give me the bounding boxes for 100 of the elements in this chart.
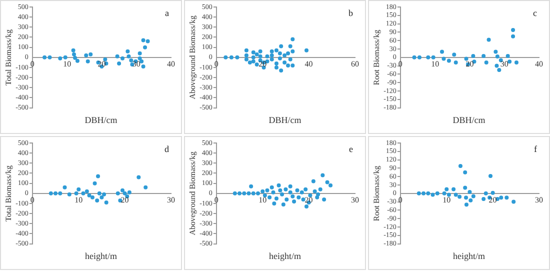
point (116, 191, 120, 196)
point (486, 38, 491, 42)
point (260, 189, 265, 194)
point (514, 60, 518, 64)
y-axis-title: Aboveground Biomass/kg (188, 16, 197, 100)
point (120, 56, 124, 60)
point (300, 190, 304, 194)
point (328, 183, 333, 188)
point (229, 55, 234, 60)
point (279, 44, 284, 48)
point (490, 190, 495, 195)
point (67, 192, 72, 196)
point (127, 190, 132, 194)
point (458, 194, 462, 199)
point (84, 53, 88, 58)
point (58, 191, 62, 196)
point (115, 54, 120, 58)
point (452, 187, 456, 192)
y-axis-title: Total Biomass/kg (4, 165, 13, 222)
x-tick-label: 40 (167, 59, 175, 68)
point (96, 174, 100, 178)
point (276, 183, 281, 188)
point (416, 191, 421, 196)
point (274, 61, 278, 66)
point (278, 188, 282, 192)
point (430, 192, 435, 197)
point (412, 55, 416, 60)
point (71, 48, 76, 52)
point (442, 56, 446, 61)
point (122, 191, 127, 196)
point (435, 191, 440, 196)
x-tick-label: 10 (63, 59, 72, 68)
point (431, 55, 436, 60)
point (92, 181, 97, 186)
point (284, 187, 288, 192)
point (238, 191, 242, 196)
point (251, 50, 256, 54)
point (468, 198, 473, 202)
point (63, 55, 68, 60)
point (304, 187, 308, 192)
point (471, 194, 476, 198)
x-tick-label: 30 (167, 195, 175, 204)
point (265, 54, 270, 58)
point (258, 54, 262, 58)
point (42, 55, 47, 60)
point (508, 60, 512, 64)
point (144, 185, 148, 190)
point (290, 63, 295, 68)
point (271, 190, 276, 194)
x-axis-title: height/m (268, 251, 302, 261)
point (265, 188, 270, 192)
point (62, 185, 67, 190)
point (499, 196, 504, 200)
y-axis-title: Root Biomass/kg (372, 30, 381, 86)
point (511, 28, 516, 32)
point (81, 191, 86, 196)
annotation: b (348, 8, 354, 18)
point (504, 196, 509, 200)
point (454, 60, 458, 64)
point (73, 56, 78, 60)
point (87, 193, 92, 198)
point (295, 188, 300, 192)
point (320, 173, 325, 178)
point (138, 56, 142, 60)
point (90, 195, 94, 200)
point (446, 58, 451, 63)
point (272, 201, 276, 206)
point (284, 197, 289, 202)
point (126, 49, 130, 54)
point (463, 170, 468, 174)
point (506, 54, 510, 58)
x-tick-label: 60 (351, 59, 359, 68)
point (224, 55, 228, 60)
point (86, 59, 90, 64)
point (274, 65, 278, 70)
point (262, 193, 267, 198)
point (290, 37, 295, 42)
y-axis-title: Aboveground Biomass/kg (188, 152, 197, 236)
point (468, 190, 472, 194)
x-axis-title: DBH/cm (84, 115, 118, 125)
point (278, 56, 282, 60)
point (286, 63, 290, 68)
point (48, 191, 53, 196)
point (495, 54, 500, 59)
point (249, 184, 254, 188)
point (288, 44, 292, 48)
annotation: a (165, 8, 169, 18)
annotation: d (164, 144, 170, 154)
point (97, 191, 102, 196)
x-axis-title: DBH/cm (452, 115, 486, 125)
point (290, 194, 295, 198)
point (141, 64, 146, 68)
point (129, 58, 134, 62)
point (325, 180, 330, 184)
point (58, 56, 62, 60)
point (100, 195, 104, 200)
point (417, 55, 422, 60)
point (256, 191, 260, 196)
point (84, 189, 89, 194)
point (120, 188, 124, 192)
